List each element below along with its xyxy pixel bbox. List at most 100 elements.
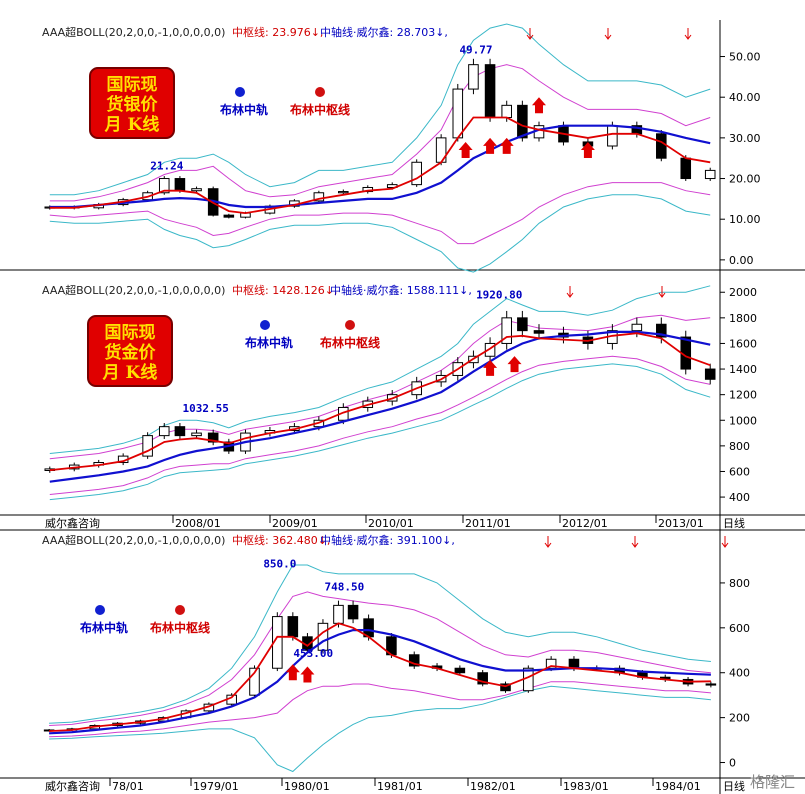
footer-brand: 威尔鑫咨询 [45, 779, 100, 793]
legend-pivot-dot [175, 605, 185, 615]
candle-body [501, 317, 512, 344]
period-label: 日线 [723, 516, 745, 530]
x-tick-label: 1980/01 [284, 780, 330, 793]
indicator-label: AAA超BOLL(20,2,0,0,-1,0,0,0,0,0) [42, 25, 225, 39]
y-tick-label: 50.00 [729, 51, 761, 64]
y-tick-label: 800 [729, 577, 750, 590]
candle-body [704, 368, 716, 380]
up-arrow [580, 142, 595, 158]
x-tick-label: 2010/01 [368, 517, 414, 530]
legend-mid-label: 布林中轨 [245, 335, 293, 350]
band-lower-inner [49, 681, 711, 738]
candle-body [272, 616, 283, 669]
down-marker [631, 536, 639, 548]
y-tick-label: 400 [729, 491, 750, 504]
candle-body [287, 616, 299, 638]
candle-body [533, 330, 545, 334]
x-tick-label: 2009/01 [272, 517, 318, 530]
badge-text: 月 K线 [102, 362, 158, 383]
badge-text: 国际现 [107, 75, 158, 95]
y-tick-label: 800 [729, 440, 750, 453]
candle-body [142, 435, 153, 457]
mid-value-label: 中轴线·威尔鑫: 28.703↓, [320, 25, 448, 39]
y-tick-label: 0.00 [729, 254, 754, 267]
title-badge [87, 315, 173, 387]
legend-pivot-label: 布林中枢线 [320, 335, 380, 350]
legend-pivot-label: 布林中枢线 [150, 620, 210, 635]
x-tick-label: 2011/01 [465, 517, 511, 530]
pivot-line [49, 622, 711, 732]
y-tick-label: 400 [729, 667, 750, 680]
badge-text: 国际现 [105, 323, 156, 343]
up-arrow [483, 137, 498, 154]
y-tick-label: 1000 [729, 414, 757, 427]
mid-line [49, 330, 711, 483]
legend-mid-dot [235, 87, 245, 97]
y-tick-label: 2000 [729, 286, 757, 299]
pivot-value-label: 中枢线: 23.976↓, [232, 25, 323, 39]
band-upper-outer [49, 285, 711, 454]
candle-body [484, 342, 496, 357]
up-arrow [285, 664, 300, 681]
mid-line [49, 124, 711, 209]
indicator-label: AAA超BOLL(20,2,0,0,-1,0,0,0,0,0) [42, 283, 225, 297]
peak-label: 453.00 [293, 647, 333, 660]
up-arrow [499, 137, 514, 154]
period-label: 日线 [723, 779, 745, 793]
candle-body [411, 161, 422, 186]
y-tick-label: 40.00 [729, 91, 761, 104]
pivot-line [49, 332, 711, 472]
candle-body [477, 672, 488, 685]
candle-body [333, 604, 344, 624]
mid-line [49, 628, 711, 735]
badge-text: 货金价 [105, 342, 157, 363]
y-tick-label: 0 [729, 757, 736, 770]
pivot-value-label: 中枢线: 1428.126↓, [232, 283, 337, 297]
candle-body [704, 169, 716, 180]
band-upper-outer [49, 23, 711, 196]
candle-body [454, 667, 466, 674]
x-tick-label: 1983/01 [563, 780, 609, 793]
legend-mid-dot [260, 320, 270, 330]
peak-label: 49.77 [459, 43, 492, 56]
legend-mid-label: 布林中轨 [80, 620, 128, 635]
down-marker [544, 536, 552, 548]
candle-body [191, 188, 202, 192]
peak-label: 748.50 [324, 580, 364, 593]
peak-label: 850.0 [263, 558, 296, 571]
candle-body [207, 432, 219, 443]
up-arrow [531, 97, 546, 114]
y-tick-label: 1400 [729, 363, 757, 376]
band-lower-outer [49, 685, 711, 773]
band-upper-inner [49, 64, 711, 202]
title-badge [89, 67, 175, 139]
pivot-value-label: 中枢线: 362.480↓, [232, 533, 330, 547]
candle-body [517, 104, 528, 139]
legend-pivot-dot [345, 320, 355, 330]
mid-value-label: 中轴线·威尔鑫: 1588.111↓, [330, 283, 472, 297]
down-marker [721, 536, 729, 548]
candle-body [656, 133, 667, 159]
pivot-line [49, 116, 711, 215]
mid-value-label: 中轴线·威尔鑫: 391.100↓, [320, 533, 455, 547]
down-marker [526, 28, 534, 40]
candle-body [347, 604, 359, 620]
down-marker [658, 286, 666, 298]
candle-body [500, 683, 511, 692]
badge-text: 货银价 [107, 94, 159, 115]
up-arrow [300, 666, 315, 683]
legend-mid-dot [95, 605, 105, 615]
y-tick-label: 1800 [729, 312, 757, 325]
down-marker [684, 28, 692, 40]
x-tick-label: 1982/01 [470, 780, 516, 793]
candle-body [607, 125, 618, 147]
band-upper-outer [49, 564, 711, 724]
candle-body [501, 104, 512, 119]
x-tick-label: 2008/01 [175, 517, 221, 530]
band-lower-inner [49, 182, 711, 245]
legend-pivot-dot [315, 87, 325, 97]
badge-text: 月 K线 [104, 114, 160, 135]
legend-pivot-label: 布林中枢线 [290, 102, 350, 117]
peak-label: 21.24 [150, 159, 183, 172]
